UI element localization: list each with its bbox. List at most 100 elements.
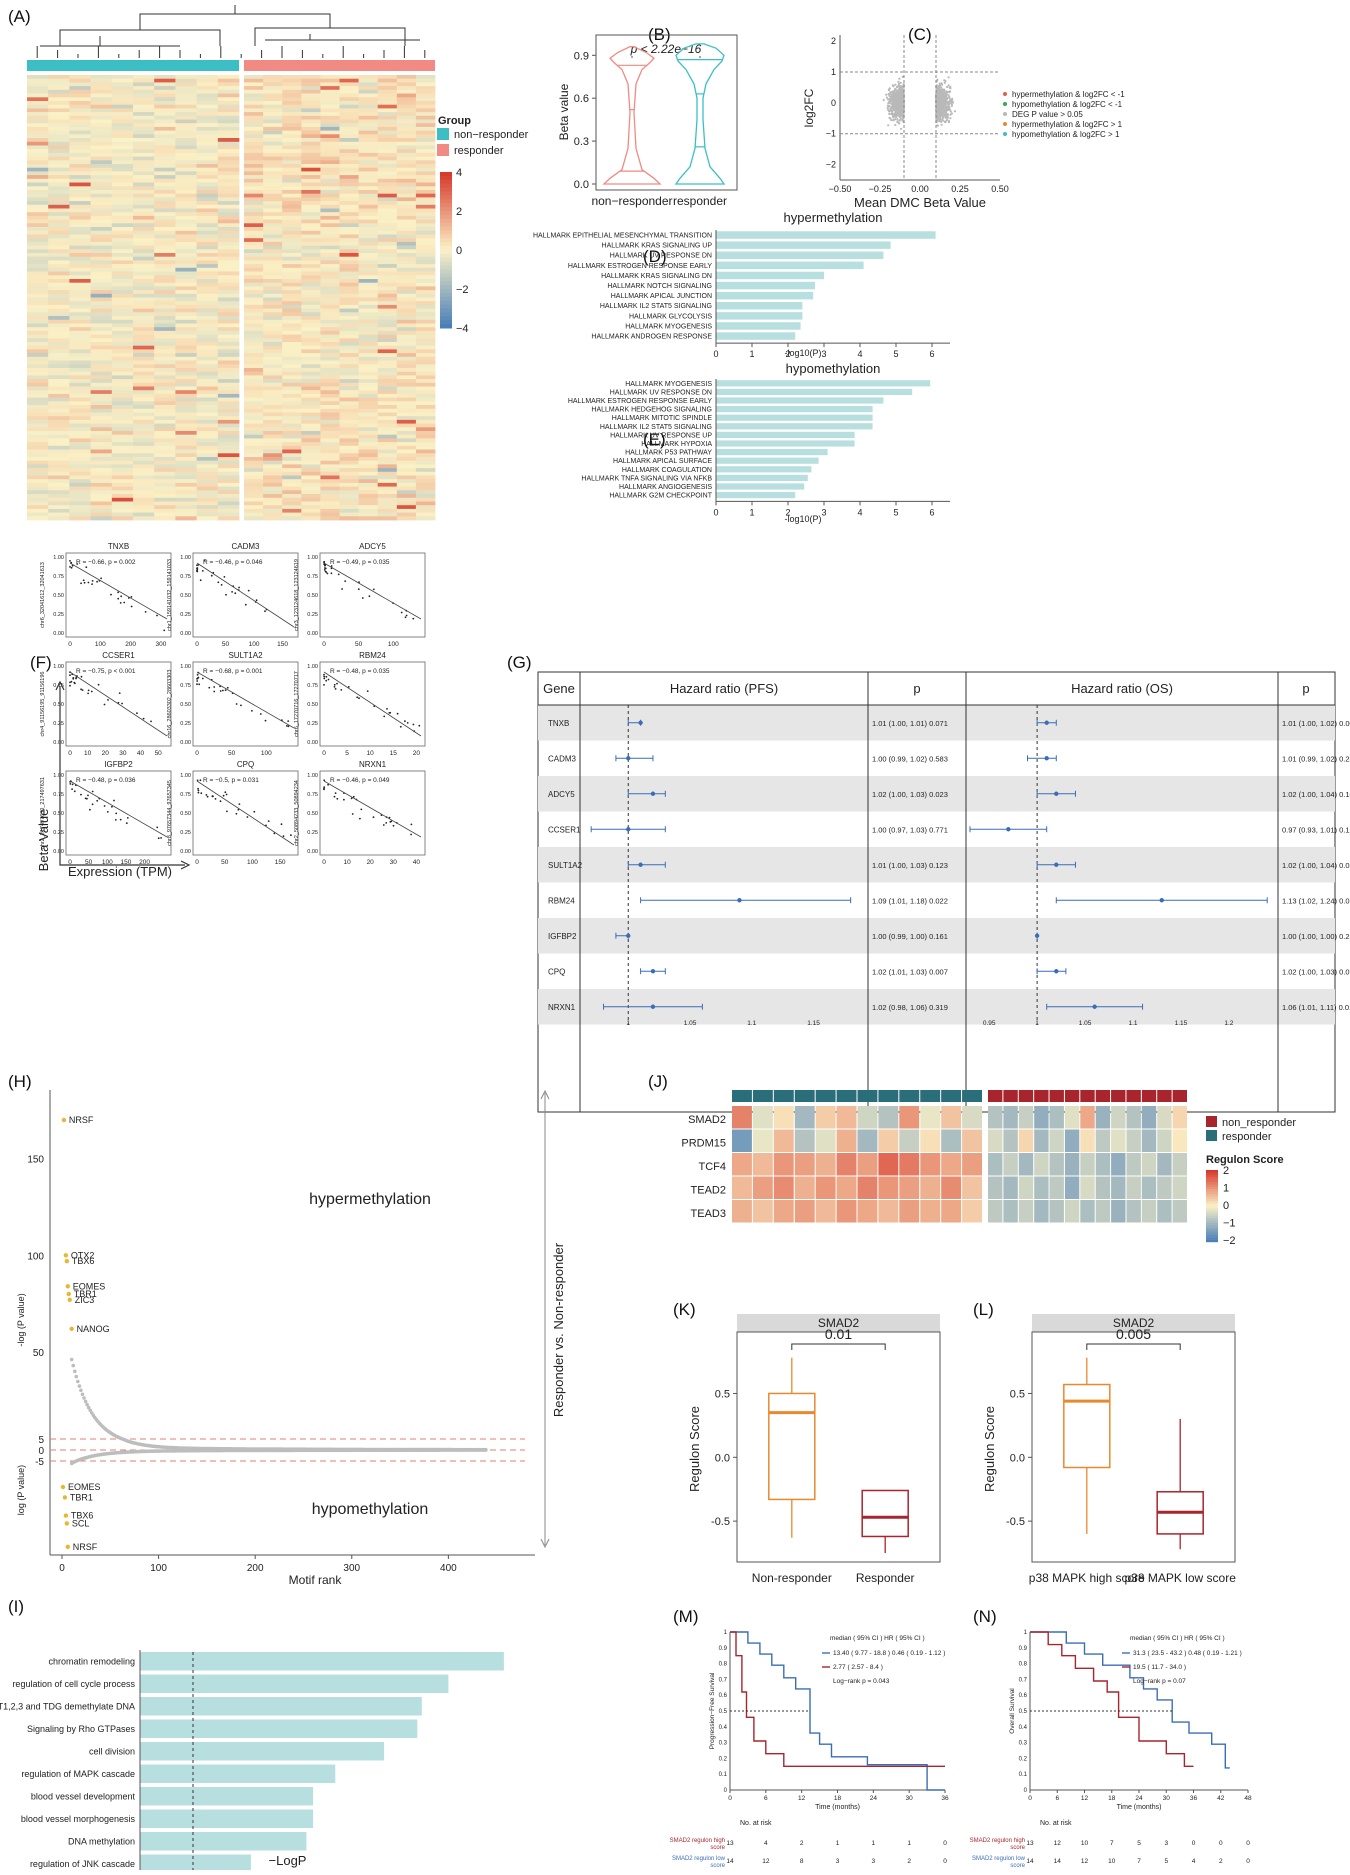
heatmap-cell — [197, 372, 219, 376]
data-point — [941, 102, 943, 104]
legend-swatch-nonresponder — [437, 128, 449, 140]
x-tick-label: 300 — [156, 641, 167, 648]
heatmap-cell — [340, 494, 360, 498]
heatmap-cell — [359, 249, 379, 253]
heatmap-cell — [320, 201, 340, 205]
color-scale-step — [440, 184, 452, 188]
x-tick-label: 0 — [195, 859, 199, 866]
heatmap-cell — [27, 160, 49, 164]
heatmap-cell — [244, 186, 264, 190]
heatmap-cell — [133, 142, 155, 146]
heatmap-cell — [218, 342, 240, 346]
heatmap-cell — [244, 249, 264, 253]
heatmap-cell — [27, 427, 49, 431]
heatmap-cell — [69, 446, 91, 450]
heatmap-cell — [416, 231, 436, 235]
gene-name: NRXN1 — [548, 1003, 576, 1012]
heatmap-cell — [48, 294, 70, 298]
heatmap-cell — [416, 446, 436, 450]
heatmap-cell — [48, 205, 70, 209]
data-point — [410, 834, 412, 836]
heatmap-cell — [301, 298, 321, 302]
heatmap-cell — [359, 116, 379, 120]
heatmap-cell — [69, 398, 91, 402]
heatmap-cell — [378, 75, 398, 79]
heatmap-cell — [263, 401, 283, 405]
heatmap-cell — [112, 327, 134, 331]
heatmap-cell — [112, 279, 134, 283]
data-point — [897, 102, 899, 104]
heatmap-cell — [112, 398, 134, 402]
heatmap-cell — [69, 424, 91, 428]
heatmap-cell — [133, 494, 155, 498]
heatmap-cell — [263, 90, 283, 94]
data-point — [335, 688, 337, 690]
heatmap-cell — [69, 231, 91, 235]
heatmap-cell — [359, 268, 379, 272]
heatmap-cell — [359, 227, 379, 231]
heatmap-cell — [340, 79, 360, 83]
heatmap-cell — [175, 120, 197, 124]
heatmap-cell — [397, 483, 417, 487]
heatmap-cell — [359, 361, 379, 365]
data-point — [948, 76, 950, 78]
heatmap-cell — [48, 171, 70, 175]
heatmap-cell — [359, 231, 379, 235]
subplot-y-label: chr3_123124618_123124619 — [294, 559, 300, 631]
heatmap-cell — [301, 442, 321, 446]
heatmap-cell — [263, 453, 283, 457]
heatmap-cell — [340, 97, 360, 101]
y-tick-label: 5 — [38, 1435, 44, 1446]
heatmap-cell — [378, 446, 398, 450]
heatmap-cell — [112, 108, 134, 112]
heatmap-cell — [175, 487, 197, 491]
heatmap-cell — [48, 127, 70, 131]
heatmap-cell — [218, 94, 240, 98]
heatmap-cell — [359, 190, 379, 194]
heatmap-cell — [244, 464, 264, 468]
heatmap-cell — [175, 476, 197, 480]
heatmap-cell — [91, 349, 113, 353]
heatmap-cell — [263, 349, 283, 353]
data-point — [220, 690, 222, 692]
subplot-y-label: chr16_28603302_28603303 — [167, 670, 173, 739]
heatmap-cell — [69, 320, 91, 324]
heatmap-cell — [27, 246, 49, 250]
heatmap-cell — [91, 157, 113, 161]
heatmap-cell — [27, 82, 49, 86]
heatmap-cell — [175, 90, 197, 94]
data-point — [898, 88, 900, 90]
data-point — [383, 824, 385, 826]
heatmap-cell — [197, 361, 219, 365]
heatmap-cell — [48, 164, 70, 168]
heatmap-cell — [133, 424, 155, 428]
heatmap-cell — [397, 294, 417, 298]
heatmap-cell — [359, 146, 379, 150]
color-scale-step — [440, 211, 452, 215]
heatmap-cell — [175, 401, 197, 405]
heatmap-cell — [263, 420, 283, 424]
heatmap-cell — [48, 227, 70, 231]
heatmap-cell — [133, 346, 155, 350]
heatmap-cell — [340, 312, 360, 316]
heatmap-cell — [320, 164, 340, 168]
heatmap-cell — [244, 498, 264, 502]
x-tick-label: 0 — [195, 641, 199, 648]
heatmap-cell — [112, 190, 134, 194]
heatmap-cell — [397, 149, 417, 153]
data-point — [946, 106, 948, 108]
data-point — [944, 82, 946, 84]
heatmap-cell — [416, 457, 436, 461]
heatmap-cell — [112, 390, 134, 394]
heatmap-cell — [320, 123, 340, 127]
bar — [716, 380, 930, 386]
heatmap-cell — [69, 335, 91, 339]
heatmap-cell — [91, 379, 113, 383]
heatmap-cell — [301, 220, 321, 224]
heatmap-cell — [175, 216, 197, 220]
legend-dot — [1003, 122, 1007, 126]
heatmap-cell — [69, 120, 91, 124]
heatmap-cell — [320, 513, 340, 517]
heatmap-cell — [48, 209, 70, 213]
